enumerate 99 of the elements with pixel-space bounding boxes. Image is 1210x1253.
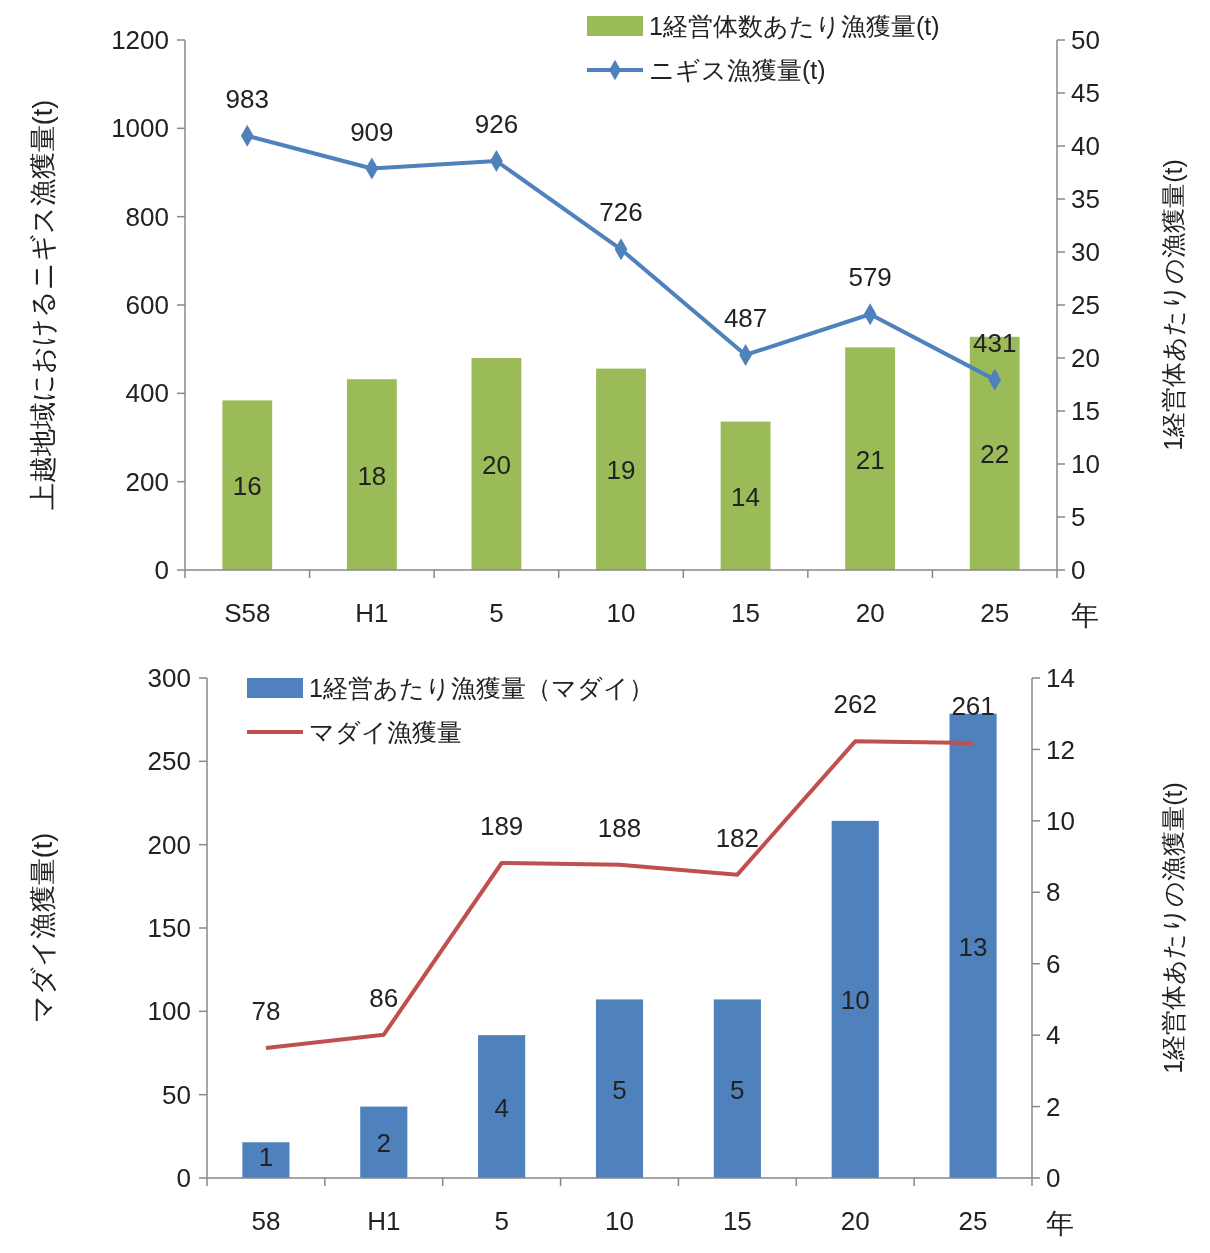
x-axis-title: 年	[1071, 600, 1099, 631]
x-tick-label: 20	[840, 1206, 870, 1236]
y2-tick-label: 0	[1046, 1163, 1061, 1194]
bar	[471, 358, 522, 570]
y2-tick-label: 0	[1071, 555, 1086, 586]
y2-tick-label: 2	[1046, 1091, 1061, 1122]
y-tick-label: 400	[125, 378, 169, 409]
y-tick-label: 800	[125, 201, 169, 232]
data-label: 86	[369, 982, 399, 1013]
data-label: 21	[855, 444, 885, 475]
legend-label: マダイ漁獲量	[309, 717, 462, 746]
y2-tick-label: 20	[1071, 343, 1100, 374]
y2-tick-label: 14	[1046, 663, 1075, 694]
data-label: 78	[251, 996, 281, 1026]
x-tick-label: H1	[355, 598, 389, 628]
x-tick-label: 15	[731, 598, 761, 628]
x-tick-label: 5	[489, 598, 504, 628]
bar	[969, 336, 1020, 570]
y2-tick-label: 5	[1071, 502, 1086, 533]
y-tick-label: 250	[147, 746, 191, 777]
data-label: 188	[597, 812, 642, 843]
y2-tick-label: 25	[1071, 290, 1100, 321]
data-label: 20	[481, 450, 511, 480]
data-label: 19	[606, 455, 636, 486]
data-label: 983	[225, 83, 269, 114]
x-tick-label: 20	[855, 598, 885, 628]
bar	[949, 713, 997, 1178]
y2-tick-label: 45	[1071, 78, 1100, 109]
legend-label: 1経営あたり漁獲量（マダイ）	[309, 673, 654, 702]
bar	[222, 400, 273, 570]
y2-tick-label: 6	[1046, 948, 1061, 979]
data-label: 431	[973, 327, 1017, 358]
y2-tick-label: 50	[1071, 25, 1100, 56]
x-tick-label: S58	[224, 598, 271, 628]
y-tick-label: 150	[147, 913, 191, 944]
bar	[713, 999, 761, 1178]
y-tick-label: 1000	[111, 113, 169, 144]
bar	[595, 999, 644, 1178]
x-tick-label: 58	[251, 1206, 281, 1236]
y2-tick-label: 8	[1046, 877, 1061, 908]
y-tick-label: 200	[125, 466, 169, 497]
y2-tick-label: 35	[1071, 184, 1100, 215]
bar	[478, 1035, 526, 1178]
data-label: 579	[848, 262, 892, 293]
y-tick-label: 100	[147, 996, 191, 1027]
data-label: 13	[958, 931, 988, 962]
data-label: 262	[833, 689, 877, 720]
data-label: 5	[730, 1074, 745, 1105]
x-tick-label: H1	[367, 1206, 401, 1236]
data-label: 10	[840, 985, 870, 1016]
y-tick-label: 300	[147, 663, 191, 694]
y2-tick-label: 30	[1071, 237, 1100, 268]
bar	[346, 379, 397, 570]
data-label: 4	[494, 1092, 509, 1123]
y-tick-label: 0	[176, 1163, 191, 1194]
bar	[845, 347, 896, 570]
bar	[360, 1106, 408, 1178]
y2-tick-label: 15	[1071, 396, 1100, 427]
data-label: 261	[951, 691, 995, 721]
y-axis-title: 上越地域におけるニギス漁獲量(t)	[28, 99, 58, 511]
data-label: 726	[599, 197, 643, 228]
y-tick-label: 1200	[111, 25, 169, 56]
data-label: 182	[715, 822, 760, 853]
bar	[596, 368, 646, 570]
data-label: 909	[350, 116, 394, 147]
y2-tick-label: 12	[1046, 734, 1075, 765]
y2-tick-label: 10	[1071, 449, 1100, 480]
data-label: 18	[357, 460, 387, 491]
data-label: 1	[258, 1142, 274, 1172]
y-axis-title: マダイ漁獲量(t)	[28, 832, 58, 1024]
bar	[831, 820, 879, 1178]
x-tick-label: 5	[494, 1206, 509, 1236]
data-label: 16	[232, 471, 262, 502]
x-tick-label: 10	[605, 1206, 634, 1236]
x-axis-title: 年	[1046, 1208, 1074, 1239]
x-tick-label: 15	[722, 1206, 752, 1236]
bar	[720, 421, 771, 570]
y2-tick-label: 4	[1046, 1020, 1061, 1051]
data-label: 5	[612, 1074, 627, 1105]
data-label: 487	[723, 302, 768, 333]
data-label: 22	[980, 439, 1010, 470]
y-tick-label: 50	[162, 1079, 191, 1110]
y-tick-label: 0	[154, 555, 169, 586]
legend-label: 1経営体数あたり漁獲量(t)	[649, 11, 940, 40]
y-tick-label: 600	[125, 290, 169, 321]
y-tick-label: 200	[147, 829, 191, 860]
x-tick-label: 10	[606, 598, 636, 628]
data-label: 2	[376, 1128, 392, 1159]
data-label: 189	[479, 811, 524, 841]
data-label: 926	[474, 109, 519, 140]
y2-axis-title: 1経営体あたりの漁獲量(t)	[1159, 159, 1187, 451]
y2-tick-label: 10	[1046, 805, 1075, 836]
legend-label: ニギス漁獲量(t)	[649, 55, 826, 84]
y2-axis-title: 1経営体あたりの漁獲量(t)	[1159, 782, 1187, 1074]
data-label: 14	[731, 481, 761, 512]
bar	[242, 1142, 290, 1178]
x-tick-label: 25	[980, 598, 1010, 628]
y2-tick-label: 40	[1071, 131, 1100, 162]
x-tick-label: 25	[958, 1206, 988, 1236]
